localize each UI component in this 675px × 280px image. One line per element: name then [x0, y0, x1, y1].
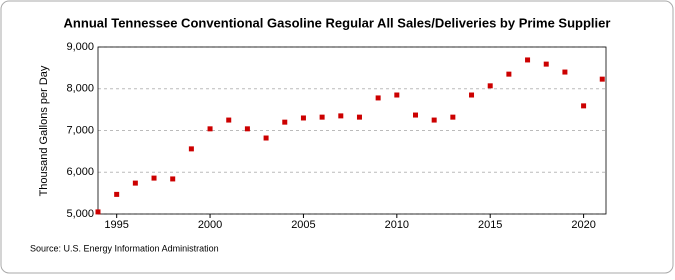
x-tick-label: 2000	[198, 219, 222, 231]
point	[599, 76, 605, 82]
point	[338, 113, 344, 119]
point	[394, 92, 400, 98]
point	[95, 209, 101, 215]
point	[469, 92, 475, 98]
point	[431, 117, 437, 123]
x-tick-label: 1995	[104, 219, 128, 231]
point	[263, 135, 269, 141]
point	[207, 126, 213, 132]
point	[244, 126, 250, 132]
point	[132, 180, 138, 186]
point	[226, 117, 232, 123]
point	[543, 61, 549, 67]
point	[562, 69, 568, 75]
point	[356, 114, 362, 120]
point	[413, 112, 418, 118]
y-tick-label: 7,000	[66, 124, 94, 136]
y-tick-label: 6,000	[66, 166, 94, 178]
y-axis-label: Thousand Gallons per Day	[38, 65, 50, 196]
point	[581, 103, 587, 109]
source: Source: U.S. Energy Information Administ…	[30, 243, 219, 253]
point	[114, 191, 120, 197]
point	[487, 83, 493, 89]
point	[300, 115, 306, 121]
chart-title: Annual Tennessee Conventional Gasoline R…	[64, 15, 611, 30]
point	[319, 114, 325, 120]
point	[506, 71, 512, 77]
x-tick-label: 2005	[291, 219, 315, 231]
point	[282, 119, 288, 125]
point	[188, 146, 194, 152]
x-tick-label: 2020	[571, 219, 595, 231]
y-tick-label: 8,000	[66, 83, 94, 95]
point	[170, 176, 176, 182]
x-tick-label: 2015	[478, 219, 502, 231]
plot-area	[97, 46, 607, 215]
point	[450, 114, 456, 120]
point	[525, 57, 531, 63]
y-tick-label: 5,000	[66, 208, 94, 220]
x-tick-label: 2010	[385, 219, 409, 231]
point	[151, 175, 157, 181]
point	[375, 95, 381, 101]
y-tick-label: 9,000	[66, 41, 94, 53]
frame	[0, 0, 674, 274]
